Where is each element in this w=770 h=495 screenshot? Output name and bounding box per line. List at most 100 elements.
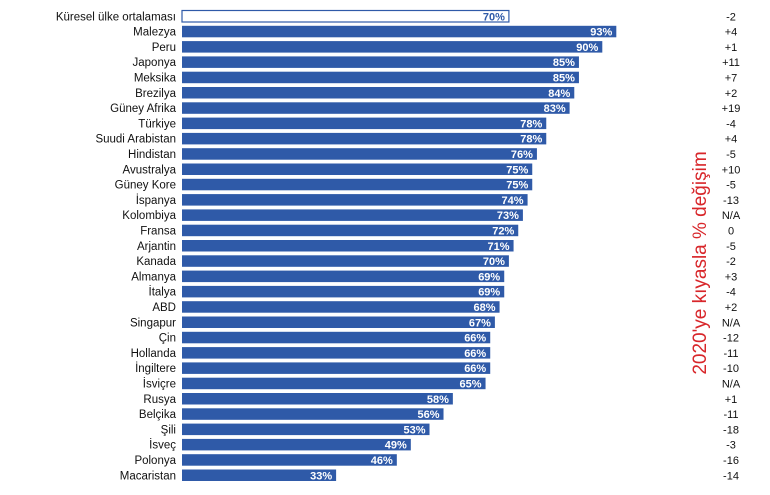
category-label: Güney Kore (115, 180, 176, 192)
change-label: -4 (726, 287, 736, 299)
bar (182, 301, 500, 313)
change-axis-label-container: 2020'ye kıyasla % değişim (676, 135, 726, 390)
category-label: Singapur (130, 317, 176, 329)
change-label: -13 (723, 195, 739, 207)
category-label: İsviçre (143, 377, 176, 390)
bar-value-label: 69% (478, 271, 500, 283)
bar (182, 285, 505, 298)
change-label: -14 (723, 470, 739, 482)
bar (182, 163, 533, 175)
bar (182, 362, 491, 374)
change-label: +4 (725, 27, 738, 39)
change-label: -5 (726, 241, 736, 253)
bar (182, 347, 491, 359)
bar (182, 423, 430, 436)
change-label: N/A (722, 210, 741, 222)
bar (182, 454, 397, 466)
bar (182, 117, 547, 130)
category-label: Türkiye (138, 118, 176, 130)
bar (182, 71, 579, 84)
category-label: Belçika (139, 409, 177, 421)
bar (182, 209, 523, 221)
bar-value-label: 66% (464, 363, 486, 375)
bar-value-label: 75% (506, 180, 528, 192)
bar-value-label: 93% (590, 27, 612, 39)
change-label: +4 (725, 134, 738, 146)
change-label: -5 (726, 149, 736, 161)
change-label: -11 (723, 348, 738, 360)
category-label: Brezilya (135, 88, 177, 100)
change-label: +3 (725, 271, 738, 283)
change-label: +2 (725, 302, 738, 314)
bar-value-label: 69% (478, 287, 500, 299)
bar-value-label: 84% (548, 88, 570, 100)
bar-value-label: 67% (469, 317, 491, 329)
bar-value-label: 66% (464, 333, 486, 345)
bar-value-label: 78% (520, 118, 542, 130)
bar-value-label: 76% (511, 149, 533, 161)
category-label: Rusya (143, 394, 176, 406)
category-label: Polonya (134, 455, 176, 467)
category-label: Çin (159, 333, 176, 345)
bar-value-label: 70% (483, 11, 505, 23)
category-label: Meksika (134, 72, 177, 84)
change-label: +19 (722, 103, 741, 115)
category-label: Suudi Arabistan (95, 134, 176, 146)
category-label: Hollanda (131, 348, 177, 360)
bar (182, 224, 519, 237)
bar-value-label: 74% (502, 195, 524, 207)
change-label: -12 (723, 333, 739, 345)
bar (182, 270, 505, 283)
category-label: Kolombiya (122, 210, 176, 222)
category-label: Arjantin (137, 241, 176, 253)
bar (182, 56, 579, 68)
bar-value-label: 58% (427, 394, 449, 406)
category-label: Fransa (140, 225, 176, 237)
category-label: Hindistan (128, 149, 176, 161)
change-label: +7 (725, 72, 738, 84)
bar-global-average (181, 9, 510, 23)
change-label: -2 (726, 256, 736, 268)
change-label: +1 (725, 42, 738, 54)
bar-value-label: 73% (497, 210, 519, 222)
bar (182, 41, 603, 53)
change-label: 0 (728, 225, 734, 237)
change-label: -2 (726, 11, 736, 23)
bar-value-label: 65% (460, 378, 482, 390)
bar (182, 194, 528, 206)
bar-value-label: 78% (520, 134, 542, 146)
category-label: İspanya (136, 194, 177, 207)
change-label: -18 (723, 424, 739, 436)
bar (182, 316, 495, 328)
bar-value-label: 33% (310, 470, 332, 482)
category-label: Japonya (133, 57, 177, 69)
bar (182, 469, 337, 481)
category-label: Avustralya (123, 164, 177, 176)
bar (182, 240, 514, 252)
bar-value-label: 72% (492, 225, 514, 237)
bar (182, 331, 491, 344)
change-label: -4 (726, 118, 736, 130)
change-label: -11 (723, 409, 738, 421)
bar (182, 25, 617, 38)
bar (182, 148, 537, 160)
category-label: Küresel ülke ortalaması (56, 11, 176, 23)
bar-value-label: 71% (488, 241, 510, 253)
bar (182, 255, 509, 267)
bar-value-label: 90% (576, 42, 598, 54)
category-label: İtalya (149, 286, 177, 299)
category-label: İsveç (149, 439, 176, 452)
change-label: -5 (726, 180, 736, 192)
category-label: Almanya (131, 271, 176, 283)
category-label: Peru (152, 42, 176, 54)
bar-value-label: 68% (474, 302, 496, 314)
bar (182, 102, 570, 114)
bar-value-label: 46% (371, 455, 393, 467)
bar-value-label: 53% (403, 424, 425, 436)
category-label: ABD (152, 302, 176, 314)
change-label: N/A (722, 378, 741, 390)
bar (182, 377, 486, 390)
bar-value-label: 70% (483, 256, 505, 268)
bar (182, 393, 453, 405)
